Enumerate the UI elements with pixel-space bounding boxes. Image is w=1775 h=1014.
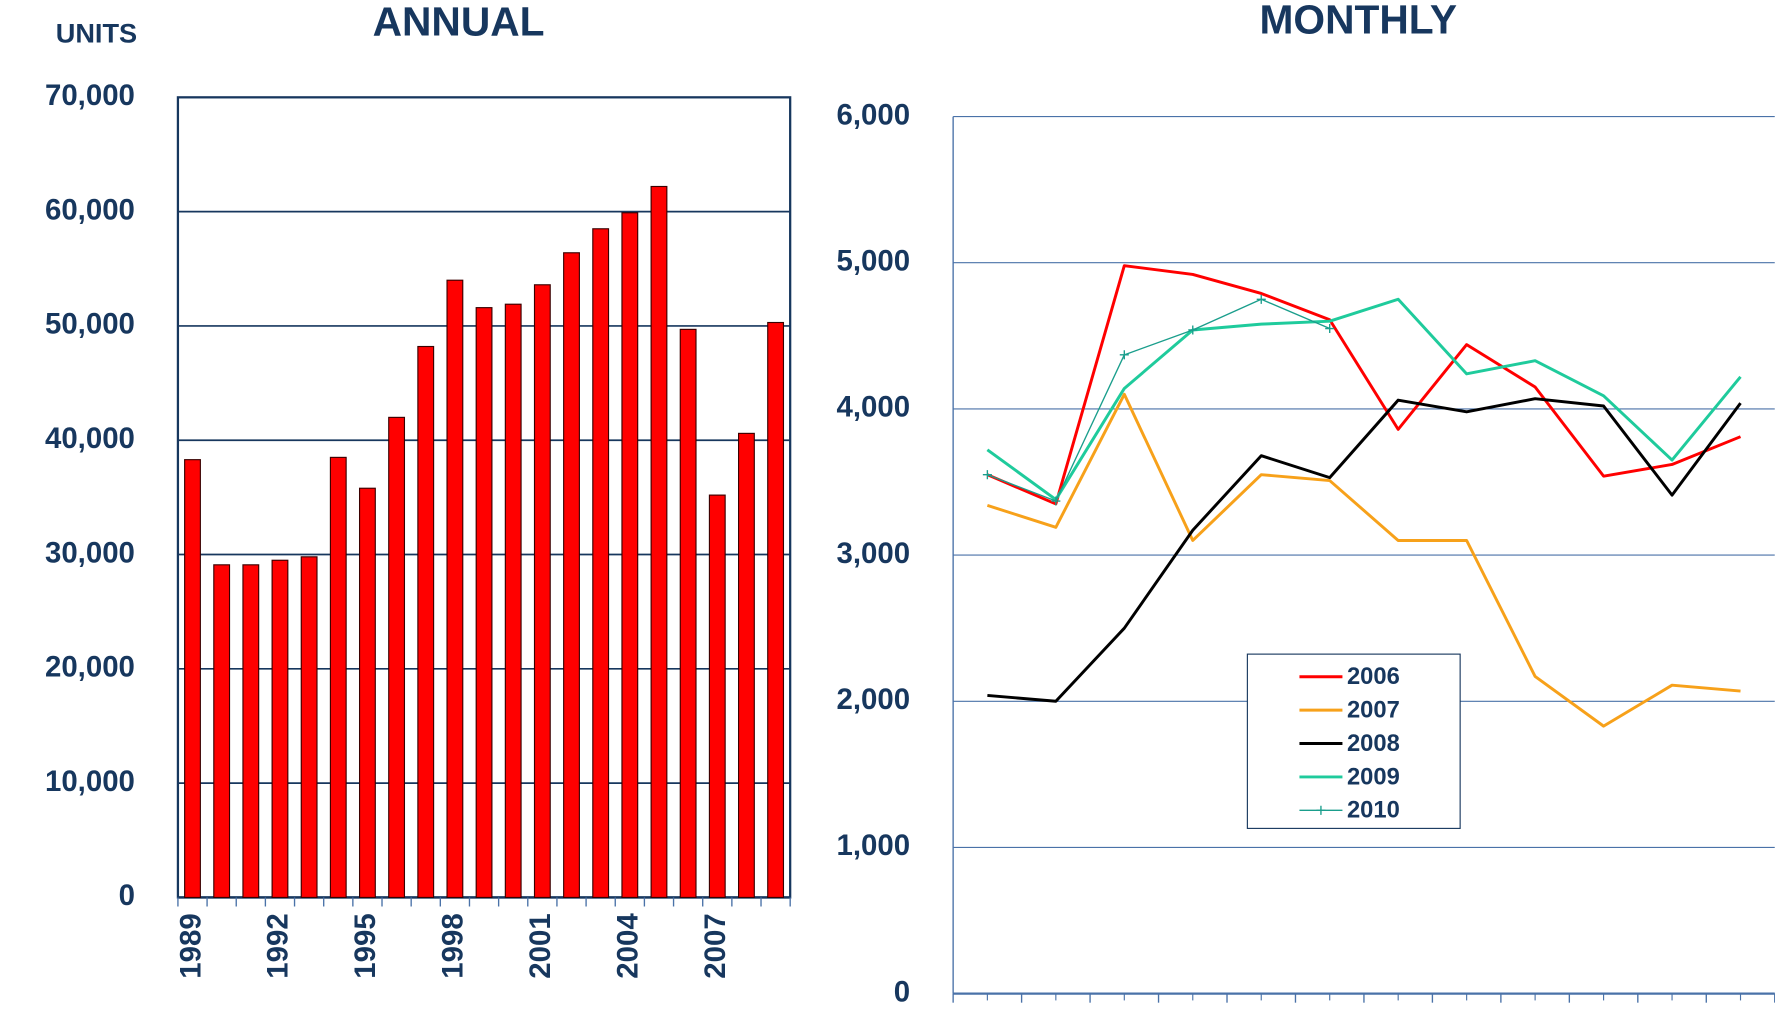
- x-tick-label: 1989: [174, 913, 207, 978]
- point-marker: [1256, 294, 1266, 304]
- y-tick-label: 0: [894, 975, 910, 1008]
- bar: [650, 185, 668, 899]
- y-tick-label: 50,000: [45, 308, 135, 341]
- bar: [475, 307, 493, 899]
- bar: [184, 459, 201, 899]
- legend-label: 2007: [1347, 697, 1400, 724]
- y-tick-label: 70,000: [45, 79, 135, 112]
- bar: [388, 416, 406, 899]
- legend-label: 2008: [1347, 730, 1400, 757]
- y-tick-label: 1,000: [837, 829, 911, 862]
- bar: [329, 456, 347, 899]
- bar: [592, 228, 610, 899]
- legend-label: 2010: [1347, 797, 1400, 824]
- bar: [300, 556, 318, 899]
- line-series: [987, 397, 1742, 703]
- y-tick-label: 10,000: [45, 765, 135, 798]
- y-tick-label: 3,000: [837, 537, 911, 570]
- bar: [242, 564, 260, 899]
- y-tick-label: 2,000: [837, 683, 911, 716]
- bar: [621, 212, 639, 899]
- y-tick-label: 30,000: [45, 536, 135, 569]
- point-marker: [1188, 325, 1198, 335]
- line-series: [986, 264, 1742, 506]
- chart-title: MONTHLY: [1259, 0, 1457, 42]
- bar: [679, 328, 697, 899]
- bar: [358, 487, 376, 899]
- x-tick-label: 2004: [612, 913, 645, 979]
- legend-marker: [1316, 805, 1326, 815]
- bar: [504, 303, 522, 899]
- y-tick-label: 40,000: [45, 422, 135, 455]
- x-tick-label: 2007: [699, 913, 732, 978]
- y-tick-label: 60,000: [45, 193, 135, 226]
- point-marker: [1051, 496, 1061, 506]
- legend-box: [1246, 653, 1461, 829]
- y-tick-label: 6,000: [837, 98, 911, 131]
- chart-title: ANNUAL: [373, 0, 545, 45]
- y-tick-label: 5,000: [837, 245, 911, 278]
- legend-label: 2009: [1347, 763, 1400, 790]
- x-tick-label: 1995: [349, 913, 382, 978]
- x-tick-label: 2001: [524, 913, 557, 978]
- point-marker: [1119, 350, 1129, 360]
- line-series: [987, 298, 1330, 502]
- x-tick-label: 1998: [437, 913, 470, 978]
- y-tick-label: 4,000: [837, 391, 911, 424]
- y-tick-label: 20,000: [45, 651, 135, 684]
- x-tick-label: 1992: [262, 913, 295, 978]
- bar: [446, 279, 464, 899]
- bar: [767, 321, 785, 899]
- bar: [533, 284, 551, 899]
- y-tick-label: 0: [119, 879, 135, 912]
- line-series: [986, 297, 1742, 502]
- y-axis-label: UNITS: [56, 17, 137, 48]
- bar: [271, 559, 289, 899]
- point-marker: [1325, 323, 1335, 334]
- point-marker: [982, 470, 992, 480]
- bar: [708, 494, 726, 899]
- bar: [213, 564, 231, 899]
- line-series: [986, 392, 1741, 728]
- bar: [563, 252, 580, 899]
- legend-label: 2006: [1347, 663, 1400, 690]
- bar: [417, 345, 435, 899]
- bar: [738, 432, 755, 899]
